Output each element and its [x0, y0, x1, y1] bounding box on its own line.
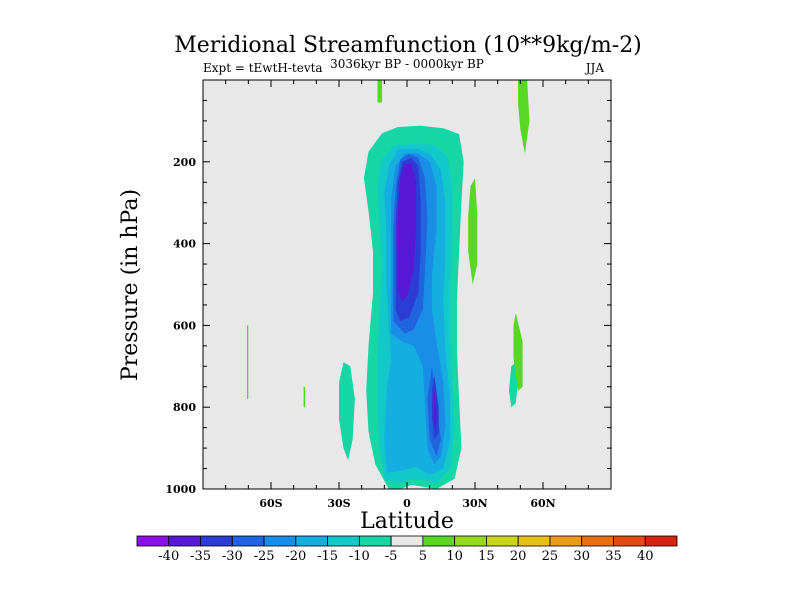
colorbar-label: -30 [222, 549, 243, 564]
colorbar-swatch [295, 535, 328, 547]
colorbar-label: -10 [349, 549, 370, 564]
colorbar-label: -15 [317, 549, 338, 564]
colorbar: -40 -35 -30 -25 -20 -15 -10 -5 5 10 15 20 25 30 35 40 [136, 535, 678, 564]
colorbar-swatch [644, 535, 678, 547]
y-tick-label: 800 [173, 401, 196, 414]
y-tick-label: 600 [173, 319, 196, 332]
chart-title: Meridional Streamfunction (10**9kg/m-2) [174, 33, 642, 58]
season-label: JJA [584, 61, 605, 75]
colorbar-swatch [549, 535, 583, 547]
colorbar-swatch [327, 535, 360, 547]
colorbar-swatch [486, 535, 519, 547]
x-tick-label: 60S [259, 497, 282, 510]
x-tick-label: 30S [327, 497, 350, 510]
colorbar-swatch [136, 535, 170, 547]
contour-region [518, 80, 530, 154]
colorbar-swatch [200, 535, 233, 547]
colorbar-label: 30 [573, 549, 590, 564]
contour-region [247, 325, 249, 399]
colorbar-swatch [231, 535, 265, 547]
colorbar-swatch [581, 535, 614, 547]
colorbar-swatch [390, 535, 424, 547]
colorbar-label: -5 [385, 549, 398, 564]
contour-region [434, 386, 437, 428]
colorbar-label: 15 [478, 549, 495, 564]
colorbar-label: -35 [190, 549, 211, 564]
y-axis: 200 400 600 800 1000 [165, 99, 611, 496]
colorbar-swatch [422, 535, 456, 547]
contour-region [397, 163, 417, 301]
colorbar-label: 35 [605, 549, 622, 564]
x-axis: 60S 30S 0 30N 60N [225, 80, 589, 510]
contour-region [377, 80, 383, 103]
colorbar-swatch [168, 535, 201, 547]
y-tick-label: 200 [173, 156, 196, 169]
y-tick-label: 1000 [165, 483, 196, 496]
colorbar-label: -25 [254, 549, 275, 564]
x-tick-label: 30N [462, 497, 487, 510]
contour-region [339, 362, 355, 461]
contour-region [303, 386, 305, 408]
contour-region [513, 313, 523, 391]
colorbar-label: 20 [510, 549, 527, 564]
plot-area [202, 79, 612, 490]
period-label: 3036kyr BP - 0000kyr BP [330, 57, 484, 71]
colorbar-swatch [613, 535, 646, 547]
x-tick-label: 60N [530, 497, 555, 510]
colorbar-label: -40 [158, 549, 179, 564]
colorbar-swatch [454, 535, 487, 547]
colorbar-swatch [517, 535, 551, 547]
x-axis-label: Latitude [360, 509, 454, 534]
experiment-label: Expt = tEwtH-tevta [203, 61, 323, 75]
y-axis-label: Pressure (in hPa) [118, 189, 143, 381]
colorbar-label: 25 [542, 549, 559, 564]
colorbar-swatch [263, 535, 297, 547]
colorbar-swatch [358, 535, 392, 547]
colorbar-label: 10 [446, 549, 463, 564]
x-tick-label: 0 [403, 497, 411, 510]
y-tick-label: 400 [173, 238, 196, 251]
colorbar-label: 40 [637, 549, 654, 564]
colorbar-label: 5 [419, 549, 427, 564]
colorbar-label: -20 [285, 549, 306, 564]
contour-region [468, 178, 478, 285]
